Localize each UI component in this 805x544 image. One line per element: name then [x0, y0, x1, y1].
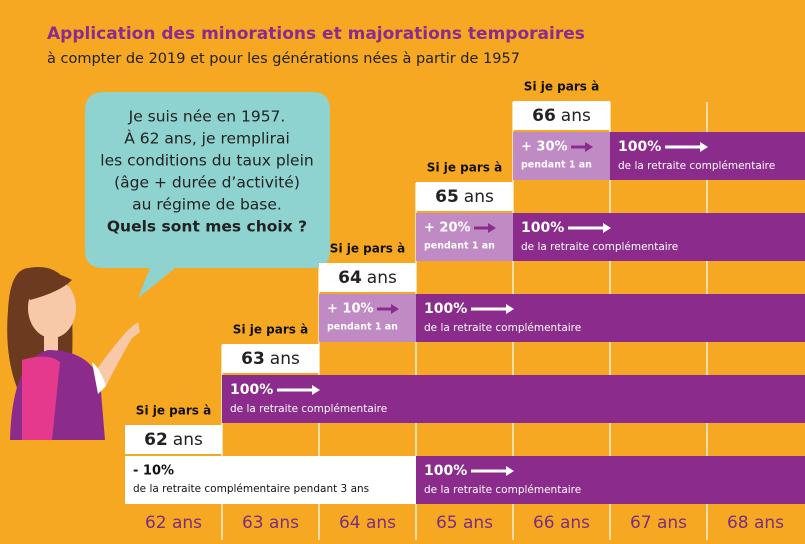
age-unit: ans [367, 268, 397, 288]
full-note: de la retraite complémentaire [424, 322, 581, 334]
age-number: 64 [338, 268, 362, 288]
age-unit: ans [270, 349, 300, 369]
age-unit: ans [561, 106, 591, 126]
adjustment-amount: + 20% [424, 221, 471, 236]
adjustment-note: pendant 1 an [521, 160, 592, 171]
subtitle: à compter de 2019 et pour les génération… [47, 51, 520, 67]
full-note: de la retraite complémentaire [230, 403, 387, 415]
adjustment-amount: + 10% [327, 302, 374, 317]
axis-label: 64 ans [339, 513, 396, 533]
full-amount: 100% [424, 463, 467, 479]
step-label: Si je pars à [136, 404, 211, 418]
bubble-line: (âge + durée d’activité) [114, 174, 300, 192]
age-number: 63 [241, 349, 265, 369]
adjustment-note: pendant 1 an [327, 322, 398, 333]
axis-label: 66 ans [533, 513, 590, 533]
bubble-line: les conditions du taux plein [100, 152, 313, 170]
full-amount: 100% [230, 382, 273, 398]
full-note: de la retraite complémentaire [424, 484, 581, 496]
step-label: Si je pars à [233, 323, 308, 337]
title: Application des minorations et majoratio… [47, 24, 585, 44]
full-note: de la retraite complémentaire [521, 241, 678, 253]
step-label: Si je pars à [524, 80, 599, 94]
bubble-question: Quels sont mes choix ? [107, 218, 307, 236]
age-unit: ans [464, 187, 494, 207]
full-amount: 100% [618, 139, 661, 155]
step-label: Si je pars à [427, 161, 502, 175]
adjustment-amount: + 30% [521, 140, 568, 155]
axis-label: 67 ans [630, 513, 687, 533]
bubble-line: au régime de base. [132, 196, 282, 214]
infographic: Application des minorations et majoratio… [0, 0, 805, 544]
age-unit: ans [173, 430, 203, 450]
bubble-line: Je suis née en 1957. [128, 108, 286, 126]
adjustment-note: de la retraite complémentaire pendant 3 … [133, 483, 369, 495]
full-box [222, 375, 805, 423]
adjustment-amount: - 10% [133, 464, 174, 479]
full-amount: 100% [521, 220, 564, 236]
age-number: 65 [435, 187, 459, 207]
axis-label: 62 ans [145, 513, 202, 533]
bubble-line: À 62 ans, je remplirai [124, 129, 290, 148]
axis-label: 65 ans [436, 513, 493, 533]
axis-label: 63 ans [242, 513, 299, 533]
adjustment-note: pendant 1 an [424, 241, 495, 252]
full-box [416, 456, 805, 504]
full-note: de la retraite complémentaire [618, 160, 775, 172]
axis-label: 68 ans [727, 513, 784, 533]
full-amount: 100% [424, 301, 467, 317]
age-number: 66 [532, 106, 556, 126]
age-number: 62 [144, 430, 168, 450]
step-label: Si je pars à [330, 242, 405, 256]
full-box [416, 294, 805, 342]
